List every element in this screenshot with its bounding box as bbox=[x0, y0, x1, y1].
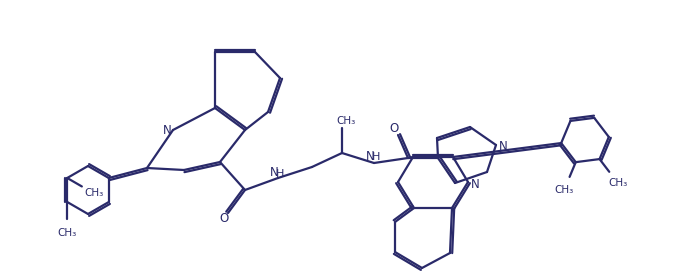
Text: N: N bbox=[471, 178, 479, 190]
Text: O: O bbox=[389, 122, 399, 135]
Text: CH₃: CH₃ bbox=[84, 188, 104, 199]
Text: CH₃: CH₃ bbox=[58, 228, 77, 238]
Text: N: N bbox=[270, 166, 279, 180]
Text: CH₃: CH₃ bbox=[555, 185, 574, 195]
Text: O: O bbox=[220, 212, 228, 225]
Text: N: N bbox=[498, 141, 507, 153]
Text: N: N bbox=[163, 123, 172, 137]
Text: N: N bbox=[365, 150, 374, 163]
Text: H: H bbox=[276, 169, 284, 179]
Text: CH₃: CH₃ bbox=[608, 178, 627, 188]
Text: H: H bbox=[372, 152, 380, 162]
Text: CH₃: CH₃ bbox=[336, 116, 356, 126]
